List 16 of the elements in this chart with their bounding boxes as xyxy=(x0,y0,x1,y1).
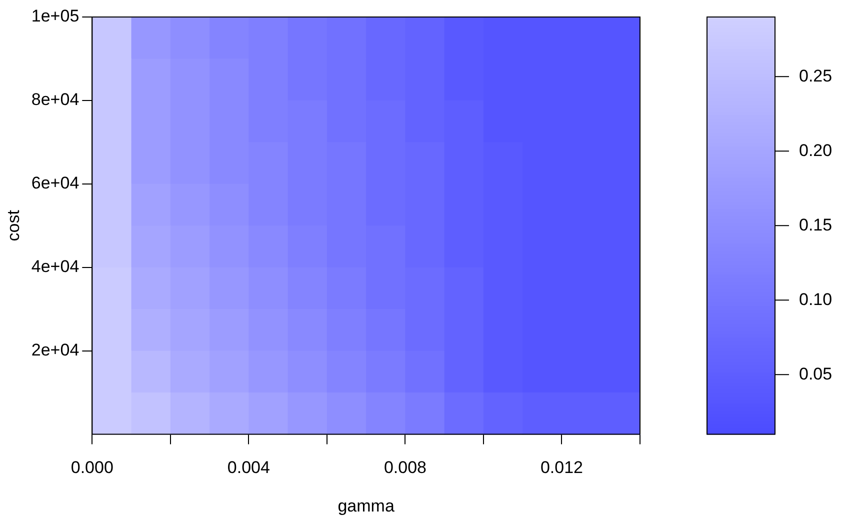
x-axis-title: gamma xyxy=(338,496,395,516)
y-tick-label: 1e+05 xyxy=(31,6,80,26)
color-bar-label: 0.05 xyxy=(799,364,832,384)
y-axis-title: cost xyxy=(4,210,23,242)
y-tick-label: 4e+04 xyxy=(31,257,80,276)
y-tick-label: 6e+04 xyxy=(31,174,80,193)
x-tick-label: 0.008 xyxy=(384,458,426,478)
color-bar-label: 0.20 xyxy=(799,140,832,160)
x-tick-label: 0.000 xyxy=(70,458,114,478)
y-tick-label: 2e+04 xyxy=(31,340,80,360)
x-tick-label: 0.012 xyxy=(540,458,584,478)
y-tick-label: 8e+04 xyxy=(31,90,80,110)
x-tick-label: 0.004 xyxy=(227,458,270,478)
color-bar-label: 0.10 xyxy=(799,290,832,309)
color-bar-label: 0.15 xyxy=(799,215,832,234)
color-bar-label: 0.25 xyxy=(799,66,832,86)
